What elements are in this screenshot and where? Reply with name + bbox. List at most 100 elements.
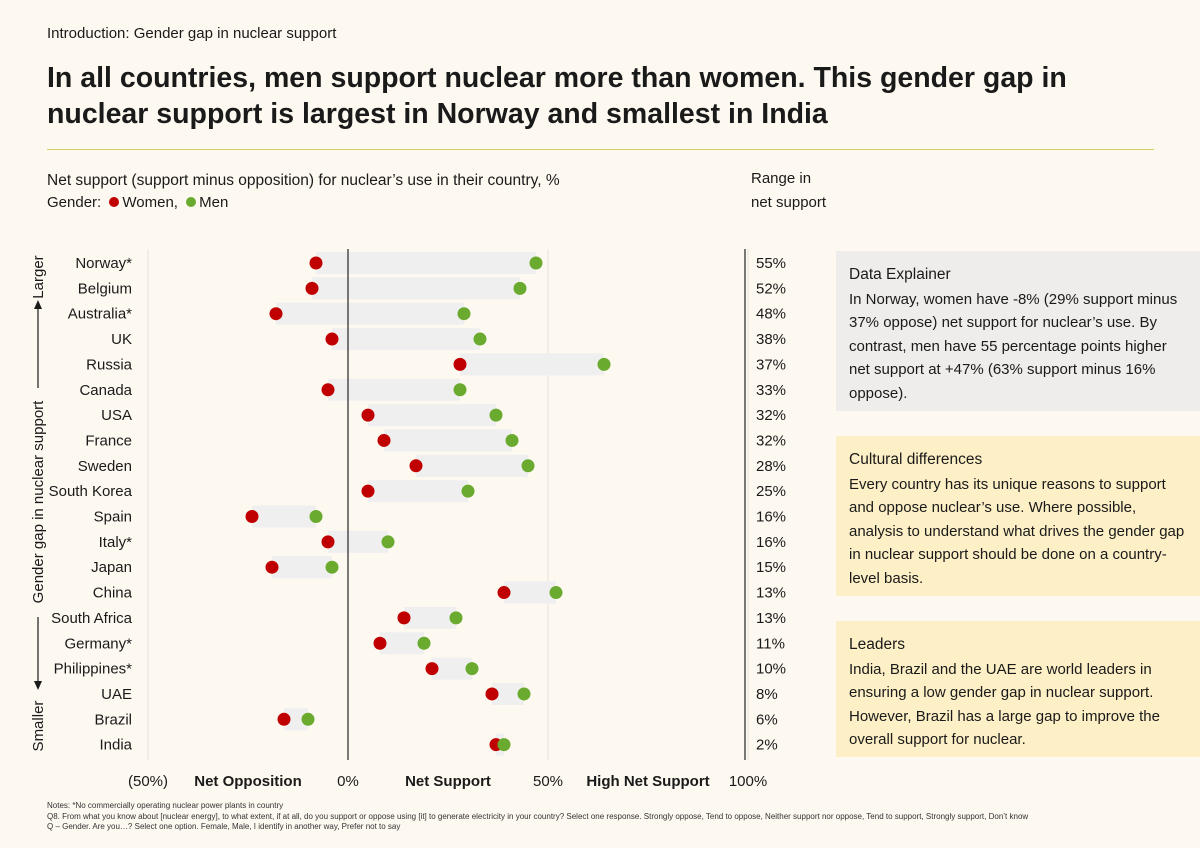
range-label: 11%	[756, 635, 785, 652]
range-label: 28%	[756, 458, 786, 475]
men-dot	[325, 560, 339, 574]
women-dot	[409, 459, 423, 473]
dumbbell-chart: Norway* 55% Belgium 52% Australia* 48% UK 38% Ru…	[30, 249, 786, 790]
chart-legend: Gender: Women, Men	[47, 194, 228, 211]
legend-prefix: Gender:	[47, 194, 102, 211]
men-dot	[309, 510, 323, 523]
women-dot	[361, 484, 375, 498]
men-dot	[465, 662, 479, 676]
data-explainer-heading: Data Explainer	[849, 266, 951, 283]
men-dot	[597, 357, 611, 371]
country-label: Japan	[91, 559, 132, 576]
men-dot	[521, 459, 535, 473]
range-label: 13%	[756, 610, 786, 627]
range-label: 13%	[756, 585, 786, 602]
footnote-line: Q8. From what you know about [nuclear en…	[47, 811, 1029, 821]
country-label: India	[99, 737, 132, 754]
country-label: South Africa	[51, 610, 133, 627]
range-label: 15%	[756, 559, 786, 576]
women-dot	[321, 383, 335, 397]
gap-band	[328, 530, 388, 553]
range-label: 32%	[756, 432, 786, 449]
country-label: Spain	[94, 509, 132, 526]
footnotes: Notes: *No commercially operating nuclea…	[47, 801, 1028, 833]
range-label: 38%	[756, 331, 786, 348]
range-header-line-2: net support	[751, 194, 827, 211]
country-label: Philippines*	[54, 661, 133, 678]
country-label: Norway*	[75, 255, 132, 272]
range-label: 10%	[756, 661, 786, 678]
x-zone-label: High Net Support	[586, 773, 709, 790]
men-dot	[453, 383, 467, 397]
gap-band	[368, 404, 496, 427]
women-dot	[325, 332, 339, 346]
women-dot	[397, 611, 411, 625]
women-dot	[453, 357, 467, 371]
gap-band	[316, 252, 536, 274]
data-explainer-panel: Data Explainer In Norway, women have -8%…	[836, 251, 1200, 411]
gap-band	[384, 429, 512, 452]
x-tick-label: (50%)	[128, 773, 168, 790]
range-label: 33%	[756, 382, 786, 399]
gap-band	[492, 682, 524, 705]
country-label: South Korea	[49, 483, 133, 500]
x-zone-label: Net Support	[405, 773, 491, 790]
country-label: Sweden	[78, 458, 132, 475]
range-label: 16%	[756, 534, 786, 551]
gap-band	[252, 505, 316, 528]
legend-women-dot	[109, 197, 120, 208]
women-dot	[485, 687, 499, 701]
men-dot	[497, 738, 511, 752]
cultural-differences-heading: Cultural differences	[849, 451, 983, 468]
gap-band	[328, 378, 460, 401]
women-dot	[269, 307, 283, 321]
men-dot	[489, 408, 503, 422]
men-dot	[417, 636, 431, 650]
women-dot	[265, 560, 279, 574]
chart-subtitle: Net support (support minus opposition) f…	[47, 172, 560, 189]
cultural-differences-panel: Cultural differences Every country has i…	[836, 436, 1200, 596]
range-label: 48%	[756, 306, 786, 323]
country-label: Brazil	[94, 711, 132, 728]
country-label: Australia*	[68, 306, 132, 323]
x-tick-label: 100%	[729, 773, 767, 790]
gap-band	[368, 480, 468, 503]
gap-band	[404, 606, 456, 629]
women-dot	[245, 510, 259, 523]
range-label: 32%	[756, 407, 786, 424]
gap-band	[460, 353, 604, 376]
range-label: 16%	[756, 509, 786, 526]
country-label: Germany*	[64, 635, 132, 652]
country-label: Belgium	[78, 280, 132, 297]
range-label: 55%	[756, 255, 786, 272]
men-dot	[517, 687, 531, 701]
women-dot	[309, 256, 323, 270]
gap-band	[272, 556, 332, 579]
men-dot	[513, 281, 527, 295]
men-dot	[505, 433, 519, 447]
country-label: Russia	[86, 356, 133, 373]
y-axis-top-label: Larger	[30, 255, 47, 298]
women-dot	[321, 535, 335, 549]
women-dot	[305, 281, 319, 295]
range-label: 52%	[756, 280, 786, 297]
gap-band	[312, 277, 520, 300]
men-dot	[529, 256, 543, 270]
arrow-up-icon	[34, 300, 42, 309]
footnote-line: Q – Gender. Are you…? Select one option.…	[47, 822, 401, 831]
arrow-down-icon	[34, 681, 42, 690]
gap-band	[432, 657, 472, 680]
men-dot	[461, 484, 475, 498]
gap-band	[276, 302, 464, 325]
leaders-heading: Leaders	[849, 636, 906, 653]
legend-men-dot	[186, 197, 197, 208]
cultural-differences-body: Every country has its unique reasons to …	[849, 475, 1185, 587]
women-dot	[277, 712, 291, 726]
country-label: China	[93, 585, 133, 602]
country-label: France	[85, 432, 132, 449]
title-divider	[47, 149, 1154, 150]
y-axis-bottom-label: Smaller	[30, 701, 47, 752]
breadcrumb: Introduction: Gender gap in nuclear supp…	[47, 25, 336, 42]
country-label: Canada	[79, 382, 132, 399]
country-label: UK	[111, 331, 132, 348]
